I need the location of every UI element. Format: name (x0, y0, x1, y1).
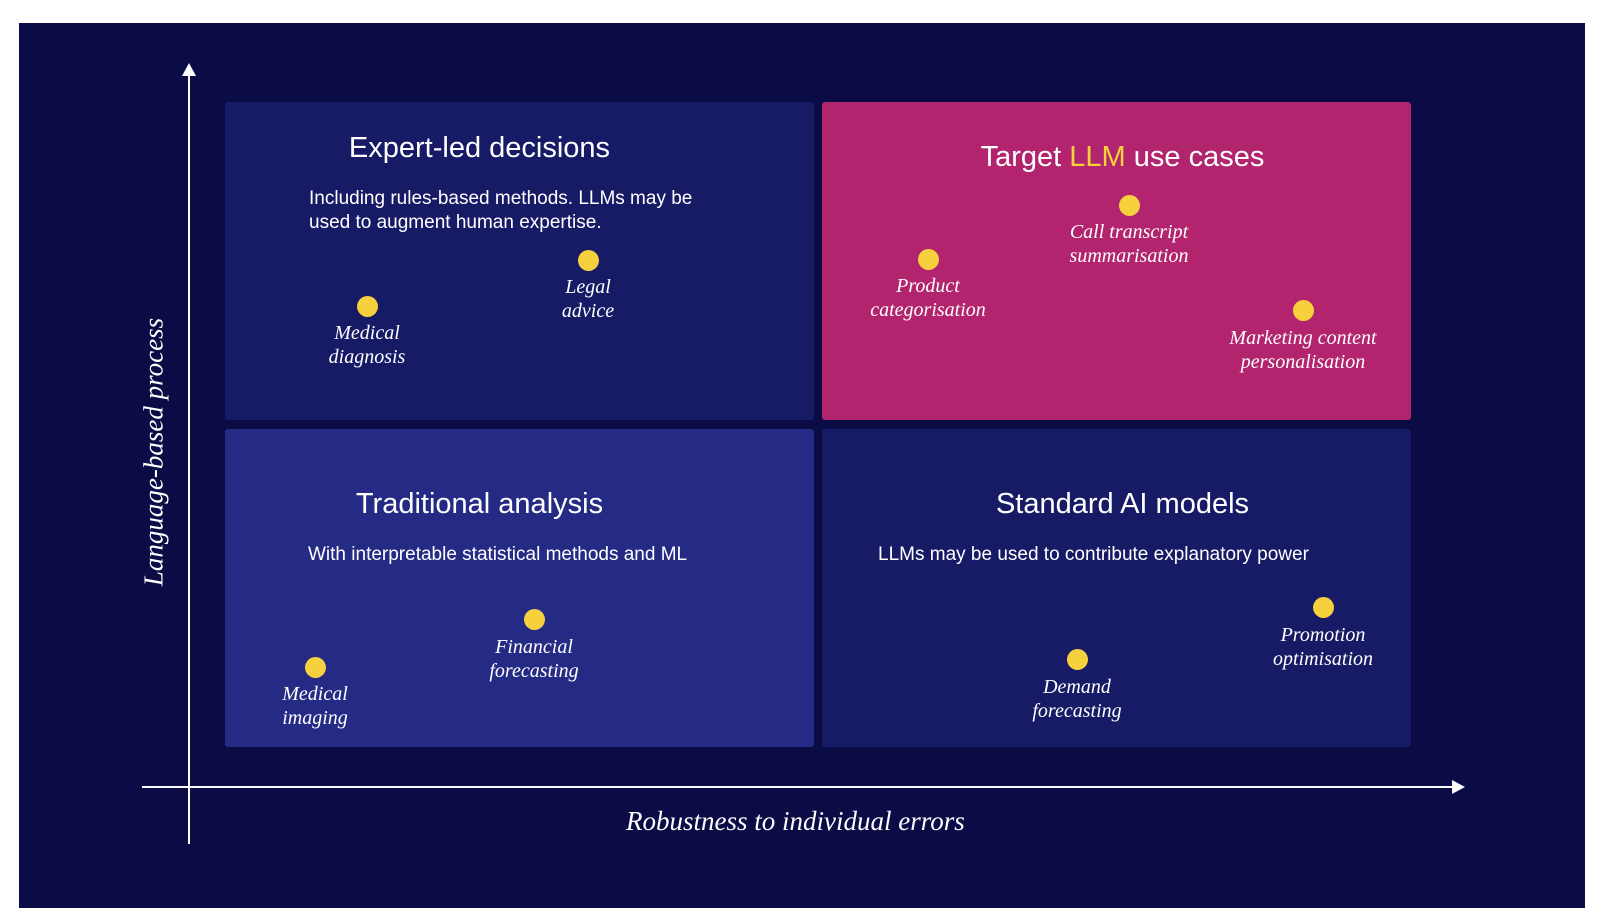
point-label-legal-advice: Legal advice (561, 276, 615, 322)
quadrant-expert-led: Expert-led decisions Including rules-bas… (225, 102, 814, 420)
point-dot-medical-imaging (305, 657, 326, 678)
quadrant-title: Expert-led decisions (348, 132, 611, 164)
point-label-financial-forecasting: Financial forecasting (489, 636, 579, 682)
quadrant-standard-ai: Standard AI models LLMs may be used to c… (822, 429, 1411, 747)
point-label-medical-imaging: Medical imaging (282, 683, 348, 729)
quadrant-description: With interpretable statistical methods a… (308, 544, 688, 565)
point-label-marketing-content: Marketing content personalisation (1229, 327, 1377, 373)
y-axis-label: Language-based process (138, 317, 169, 587)
y-axis-arrow (182, 63, 196, 76)
quadrant-description: LLMs may be used to contribute explanato… (878, 544, 1309, 565)
point-dot-legal-advice (578, 250, 599, 271)
quadrant-target-llm: Target LLM use cases Call transcript sum… (822, 102, 1411, 420)
point-dot-demand-forecasting (1067, 649, 1088, 670)
point-label-medical-diagnosis: Medical diagnosis (328, 322, 406, 368)
point-dot-medical-diagnosis (357, 296, 378, 317)
y-axis-line (188, 72, 190, 844)
quadrant-description: Including rules-based methods. LLMs may … (309, 188, 693, 233)
point-dot-marketing-content (1293, 300, 1314, 321)
point-label-demand-forecasting: Demand forecasting (1032, 676, 1122, 722)
point-dot-call-transcript (1119, 195, 1140, 216)
point-label-product-categorisation: Product categorisation (870, 275, 986, 321)
quadrant-title: Standard AI models (995, 488, 1250, 520)
quadrant-title: Target LLM use cases (980, 141, 1265, 173)
quadrant-traditional-analysis: Traditional analysis With interpretable … (225, 429, 814, 747)
point-dot-financial-forecasting (524, 609, 545, 630)
point-dot-product-categorisation (918, 249, 939, 270)
x-axis-line (142, 786, 1454, 788)
llm-highlight: LLM (1069, 141, 1126, 173)
x-axis-arrow (1452, 780, 1465, 794)
x-axis-label: Robustness to individual errors (626, 806, 965, 836)
point-label-call-transcript: Call transcript summarisation (1069, 221, 1189, 267)
point-dot-promotion-optimisation (1313, 597, 1334, 618)
point-label-promotion-optimisation: Promotion optimisation (1272, 624, 1373, 670)
quadrant-title: Traditional analysis (355, 488, 604, 520)
